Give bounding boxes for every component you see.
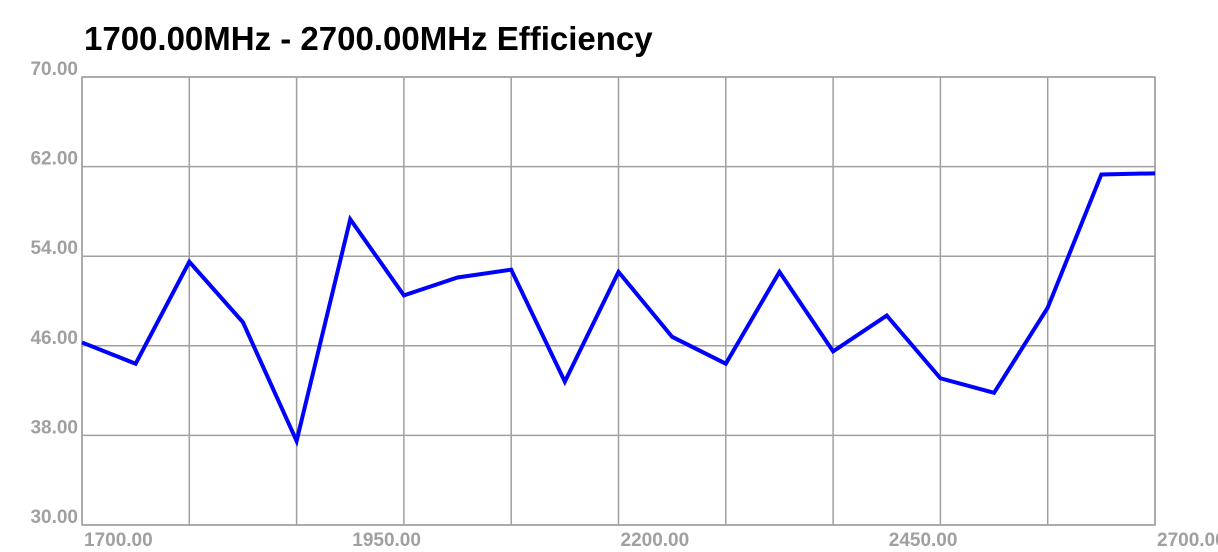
y-tick-label: 54.00: [30, 238, 78, 259]
data-line: [81, 171, 1156, 448]
x-tick-label: 1700.00: [84, 530, 153, 551]
x-tick-label: 2200.00: [621, 530, 690, 551]
x-tick-label: 1950.00: [352, 530, 421, 551]
y-tick-label: 70.00: [30, 59, 78, 80]
x-tick-label: 2450.00: [889, 530, 958, 551]
x-tick-label: 2700.00: [1157, 530, 1218, 551]
y-tick-label: 46.00: [30, 328, 78, 349]
y-tick-label: 30.00: [30, 507, 78, 528]
y-tick-label: 38.00: [30, 417, 78, 438]
chart-title: 1700.00MHz - 2700.00MHz Efficiency: [84, 20, 653, 57]
y-tick-label: 62.00: [30, 149, 78, 170]
